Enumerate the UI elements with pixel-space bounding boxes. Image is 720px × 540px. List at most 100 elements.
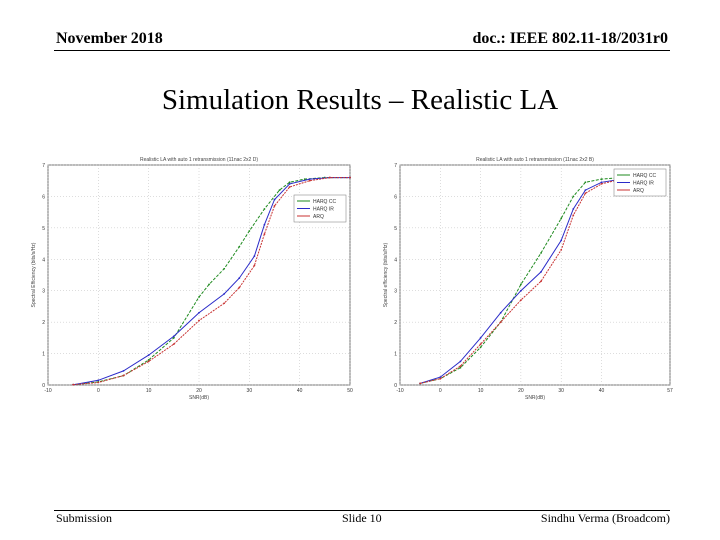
chart-0-series-arq-point xyxy=(122,374,125,377)
chart-0-x-tick-label: -10 xyxy=(44,388,51,394)
chart-1-series-arq-point xyxy=(419,382,422,385)
chart-0-series-arq-point xyxy=(97,381,100,384)
chart-0-x-tick-label: 20 xyxy=(196,388,202,394)
chart-1-series-arq-point xyxy=(479,343,482,346)
chart-1-series-harq-cc-point xyxy=(519,283,522,286)
chart-0-y-axis-label: Spectral Efficiency (bits/s/Hz) xyxy=(31,242,37,307)
chart-0-series-arq-point xyxy=(288,186,291,188)
chart-0-series-arq-point xyxy=(308,179,311,182)
chart-0-series-harq-cc-point xyxy=(147,358,150,361)
chart-1-x-tick-label: 0 xyxy=(439,388,442,394)
chart-1-y-tick-label: 2 xyxy=(394,320,397,326)
chart-0-series-harq-cc-point xyxy=(303,178,306,181)
chart-1-series-harq-cc-point xyxy=(540,252,542,254)
chart-1-series-harq-ir-point xyxy=(499,311,502,314)
chart-0-y-tick-label: 7 xyxy=(42,163,45,169)
chart-1-series-arq-point xyxy=(459,365,462,368)
chart-1-series-harq-ir-point xyxy=(560,239,563,242)
chart-0-series-harq-ir-point xyxy=(273,198,276,201)
chart-1-y-tick-label: 3 xyxy=(394,289,397,295)
chart-0-series-arq-point xyxy=(198,319,200,322)
chart-1-x-tick-label: -10 xyxy=(396,388,403,394)
slide-title: Simulation Results – Realistic LA xyxy=(161,84,559,116)
chart-1-y-axis-label: Spectral efficiency (bits/s/Hz) xyxy=(383,242,389,307)
chart-1-series-arq-point xyxy=(519,299,522,302)
chart-0-series-arq-point xyxy=(172,343,175,346)
header-rule xyxy=(54,50,670,51)
chart-0-series-harq-ir-point xyxy=(198,311,200,314)
chart-1-series-harq-cc-point xyxy=(600,178,603,181)
chart-1-series-harq-ir-point xyxy=(584,189,587,192)
chart-0-x-axis-label: SNR(dB) xyxy=(189,395,209,401)
chart-1-series-harq-cc-point xyxy=(560,217,563,220)
chart-1-legend-label: HARQ IR xyxy=(633,181,654,187)
chart-0-series-harq-cc-point xyxy=(198,296,200,298)
chart-0-x-tick-label: 50 xyxy=(347,388,353,394)
chart-0-series-arq-point xyxy=(72,383,75,386)
chart-1-series-arq-point xyxy=(584,192,587,195)
chart-1-series-arq-point xyxy=(572,214,575,217)
chart-1-legend-label: HARQ CC xyxy=(633,173,656,179)
chart-0-legend-label: ARQ xyxy=(313,214,324,220)
chart-0-series-harq-cc-point xyxy=(278,189,281,192)
chart-1-series-arq-point xyxy=(600,182,603,185)
chart-0-x-tick-label: 40 xyxy=(297,388,303,394)
chart-0-series-harq-cc-point xyxy=(172,336,175,339)
chart-0-series-arq-point xyxy=(263,233,266,236)
chart-1-series-harq-ir-point xyxy=(572,208,575,210)
chart-1-legend-label: ARQ xyxy=(633,188,644,194)
chart-1-plot-area xyxy=(399,164,671,386)
chart-0-legend-label: HARQ IR xyxy=(313,207,334,213)
chart-0-series-harq-cc-point xyxy=(238,245,241,248)
chart-0-series-arq-point xyxy=(273,204,276,207)
chart-1-y-tick-label: 4 xyxy=(394,257,397,263)
chart-0-series-harq-ir-point xyxy=(223,292,226,295)
chart-1-series-harq-ir-point xyxy=(439,376,442,379)
chart-0-series-arq-point xyxy=(147,360,150,363)
footer-submission: Submission xyxy=(56,511,113,525)
chart-0-x-tick-label: 30 xyxy=(247,388,253,394)
chart-0-y-tick-label: 1 xyxy=(42,352,45,358)
chart-0-series-harq-cc-point xyxy=(208,283,210,286)
chart-1-x-tick-label: 10 xyxy=(478,388,484,394)
chart-1-series-arq-line xyxy=(419,177,662,384)
chart-1-series-harq-ir-point xyxy=(540,270,542,273)
chart-1-series-harq-ir-point xyxy=(479,336,482,339)
chart-0-legend-label: HARQ CC xyxy=(313,199,336,205)
chart-0-series-arq-point xyxy=(253,264,256,267)
chart-1-series-harq-cc-point xyxy=(584,181,587,184)
chart-0-y-tick-label: 6 xyxy=(42,194,45,200)
chart-0-series-harq-cc-point xyxy=(288,181,291,184)
chart-0-series-harq-cc-point xyxy=(248,230,251,232)
chart-0-series-harq-ir-point xyxy=(172,335,175,338)
chart-1-x-tick-label: 40 xyxy=(599,388,605,394)
chart-1-series-harq-ir-point xyxy=(459,360,462,363)
chart-0-y-tick-label: 4 xyxy=(42,257,45,263)
chart-1-y-tick-label: 0 xyxy=(394,383,397,389)
footer-rule xyxy=(54,510,670,511)
chart-1-x-axis-label: SNR(dB) xyxy=(525,395,545,401)
chart-0-series-arq-point xyxy=(238,286,241,289)
chart-1-series-arq-point xyxy=(439,377,442,380)
chart-1-series-harq-cc-point xyxy=(459,366,462,369)
header-date: November 2018 xyxy=(56,30,163,47)
footer-author: Sindhu Verma (Broadcom) xyxy=(540,511,670,525)
chart-0-series-harq-ir-point xyxy=(238,277,241,280)
chart-1-series-arq-point xyxy=(540,280,542,283)
chart-1-series-harq-ir-point xyxy=(519,289,522,292)
chart-0-series-harq-cc-point xyxy=(223,267,226,270)
chart-1-title: Realistic LA with auto 1 retransmission … xyxy=(476,157,594,163)
chart-0-series-arq-point xyxy=(328,176,331,179)
chart-0-series-harq-ir-point xyxy=(122,369,125,372)
chart-0-series-harq-ir-point xyxy=(288,182,291,185)
chart-1-x-tick-label: 20 xyxy=(518,388,524,394)
chart-0-x-tick-label: 0 xyxy=(97,388,100,394)
chart-1-y-tick-label: 5 xyxy=(394,226,397,232)
chart-0-x-tick-label: 10 xyxy=(146,388,152,394)
chart-1-y-tick-label: 1 xyxy=(394,352,397,358)
chart-0-series-harq-ir-point xyxy=(97,379,100,382)
chart-1-series-harq-cc-point xyxy=(572,195,575,198)
chart-0-series-harq-cc-point xyxy=(263,208,266,210)
chart-0-y-tick-label: 2 xyxy=(42,320,45,326)
